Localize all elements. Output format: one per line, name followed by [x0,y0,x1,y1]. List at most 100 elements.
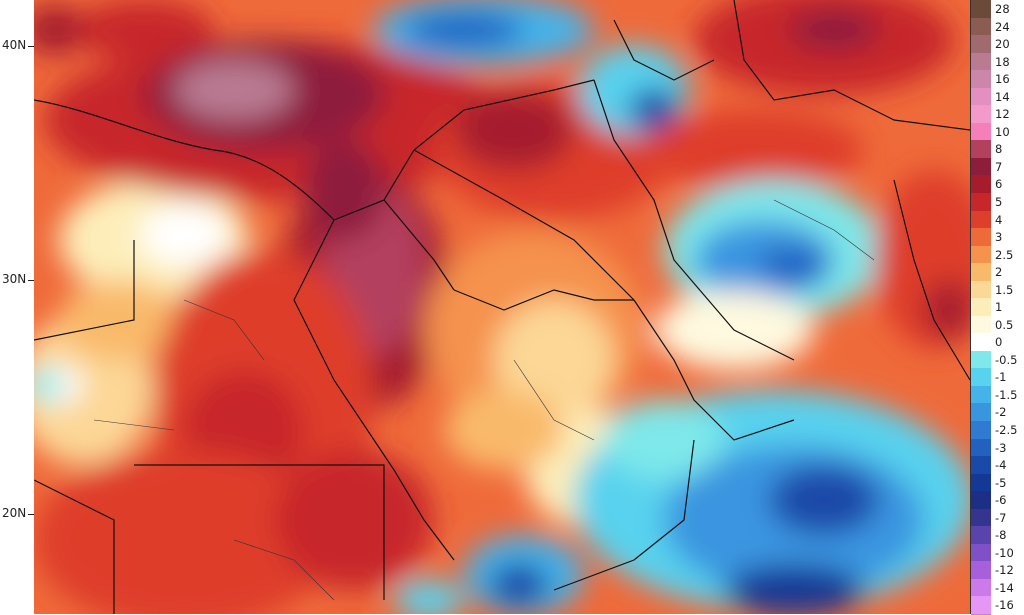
legend-label: 12 [995,107,1010,122]
legend-swatch [971,105,991,124]
legend-entry: -14 [971,578,1024,598]
legend-label: -3 [995,440,1007,455]
legend-entry: 0.5 [971,315,1024,335]
legend-swatch [971,17,991,37]
legend-label: -5 [995,475,1007,490]
legend-swatch [971,157,991,177]
legend-label: 0.5 [995,317,1014,332]
legend-entry: 14 [971,87,1024,107]
country-borders [34,0,970,614]
legend-entry: -4 [971,456,1024,475]
legend-entry: 0 [971,333,1024,352]
legend-swatch [971,315,991,335]
legend-swatch [971,140,991,159]
legend-entry: 4 [971,210,1024,230]
legend-label: 10 [995,124,1010,139]
legend-entry: -7 [971,508,1024,528]
legend-label: -2.5 [995,423,1018,438]
legend-label: -8 [995,528,1007,543]
legend-label: 8 [995,142,1003,157]
legend-swatch [971,403,991,423]
legend-entry: -0.5 [971,350,1024,370]
legend-swatch [971,333,991,352]
anomaly-map-svg [34,0,970,614]
legend-entry: 24 [971,17,1024,37]
legend-label: 28 [995,2,1010,16]
latitude-label-30n: 30N [2,272,27,286]
legend-entry: -1 [971,368,1024,387]
legend-entry: 2 [971,263,1024,282]
legend-entry: 10 [971,122,1024,142]
legend-swatch [971,263,991,282]
legend-entry: -12 [971,561,1024,580]
legend-swatch [971,526,991,545]
legend-label: 3 [995,230,1003,245]
legend-entry: 18 [971,52,1024,72]
legend-entry: -5 [971,473,1024,493]
legend-entry: 6 [971,175,1024,194]
legend-swatch [971,561,991,580]
legend-entry: 5 [971,192,1024,212]
legend-label: 14 [995,89,1010,104]
legend-entry: 28 [971,0,1024,19]
legend-swatch [971,35,991,54]
legend-swatch [971,298,991,317]
legend-label: 5 [995,194,1003,209]
legend-entry: 16 [971,70,1024,89]
legend-swatch [971,456,991,475]
legend-label: -1 [995,370,1007,385]
legend-entry: -3 [971,438,1024,458]
legend-label: 2.5 [995,247,1014,262]
legend-entry: -2 [971,403,1024,423]
latitude-tick [28,514,34,515]
legend-label: 2 [995,265,1003,280]
region-boundaries [93,199,875,601]
legend-label: 0 [995,335,1003,350]
legend-swatch [971,245,991,265]
legend-swatch [971,473,991,493]
legend-swatch [971,228,991,247]
legend-entry: 1.5 [971,280,1024,300]
legend-label: 18 [995,54,1010,69]
legend-swatch [971,578,991,598]
legend-swatch [971,280,991,300]
legend-swatch [971,175,991,194]
legend-swatch [971,508,991,528]
legend-swatch [971,543,991,563]
legend-entry: -10 [971,543,1024,563]
legend-label: 20 [995,37,1010,52]
latitude-tick [28,280,34,281]
legend-label: 7 [995,159,1003,174]
legend-swatch [971,87,991,107]
legend-entry: 20 [971,35,1024,54]
legend-swatch [971,421,991,440]
legend-swatch [971,368,991,387]
legend-entry: 12 [971,105,1024,124]
latitude-axis: 40N 30N 20N [0,0,34,614]
legend-label: -4 [995,458,1007,473]
legend-label: 4 [995,212,1003,227]
legend-entry: -1.5 [971,385,1024,405]
legend-entry: -16 [971,596,1024,615]
legend-label: -12 [995,563,1014,578]
anomaly-field [34,0,970,614]
legend-label: -2 [995,405,1007,420]
legend-label: -7 [995,510,1007,525]
legend-entry: -6 [971,491,1024,510]
legend-label: -6 [995,493,1007,508]
legend-label: -16 [995,598,1014,613]
legend-swatch [971,0,991,19]
latitude-tick [28,46,34,47]
legend-label: -10 [995,545,1014,560]
legend-entry: 3 [971,228,1024,247]
legend-swatch [971,491,991,510]
legend-entry: 2.5 [971,245,1024,265]
legend-swatch [971,210,991,230]
latitude-label-20n: 20N [2,506,27,520]
legend-entry: 8 [971,140,1024,159]
legend-label: -1.5 [995,387,1018,402]
legend-swatch [971,52,991,72]
legend-swatch [971,438,991,458]
legend-entry: 7 [971,157,1024,177]
